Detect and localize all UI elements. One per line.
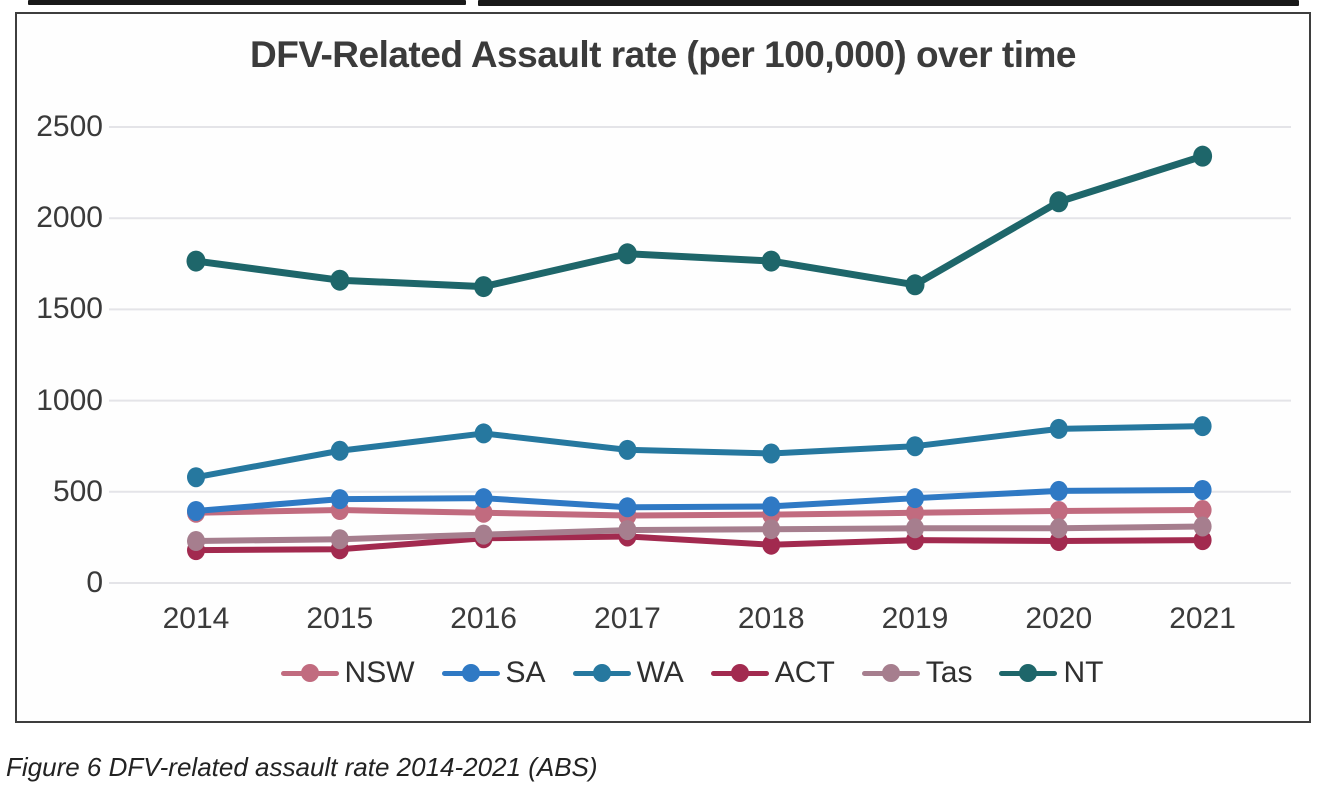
legend-item-SA: SA [441, 654, 546, 692]
data-point-NSW [474, 502, 493, 523]
data-point-SA [1049, 480, 1068, 501]
data-point-Tas [762, 519, 781, 540]
scan-artifact-top-right [478, 0, 1299, 6]
legend-dot-icon [300, 664, 319, 682]
series-line-NSW [193, 507, 1206, 519]
legend-item-WA: WA [572, 654, 684, 692]
data-point-WA [1049, 418, 1068, 439]
legend-item-NT: NT [999, 654, 1103, 692]
data-point-WA [1193, 416, 1212, 437]
data-point-NSW [1193, 500, 1212, 521]
data-point-WA [474, 423, 493, 444]
legend-label: NT [1063, 656, 1104, 689]
series-line-SA [193, 486, 1206, 514]
legend-item-NSW: NSW [280, 654, 415, 692]
legend-label: SA [505, 656, 546, 689]
x-tick-label: 2017 [594, 602, 661, 635]
legend-label: ACT [774, 656, 835, 689]
data-point-WA [187, 467, 205, 488]
data-point-Tas [187, 531, 205, 552]
chart-title: DFV-Related Assault rate (per 100,000) o… [250, 34, 1076, 75]
x-tick-label: 2016 [450, 602, 517, 635]
series-line-WA [193, 423, 1206, 481]
data-point-WA [762, 443, 781, 464]
y-tick-label: 2500 [36, 110, 103, 143]
data-point-Tas [474, 524, 493, 545]
data-point-NT [330, 269, 350, 291]
data-point-SA [762, 496, 781, 517]
chart-container: DFV-Related Assault rate (per 100,000) o… [15, 12, 1311, 723]
legend-label: NSW [344, 656, 415, 689]
series-line-NT [192, 152, 1207, 291]
legend-dot-icon [592, 664, 611, 682]
legend-marker-icon [572, 663, 631, 683]
legend-label: WA [636, 656, 684, 689]
x-tick-label: 2021 [1169, 602, 1236, 635]
scan-artifact-top-left [28, 0, 466, 5]
data-point-NT [186, 250, 206, 272]
data-point-NSW [906, 502, 924, 523]
y-tick-label: 1500 [36, 292, 103, 326]
legend-item-ACT: ACT [710, 654, 835, 692]
data-point-NSW [1049, 500, 1068, 521]
chart-legend: NSW SA WA ACT Tas NT [17, 654, 1309, 692]
legend-marker-icon [441, 663, 500, 683]
x-tick-label: 2018 [737, 602, 805, 635]
data-point-Tas [1049, 518, 1068, 539]
y-tick-label: 2000 [36, 201, 103, 235]
data-point-SA [906, 488, 924, 509]
line-chart-plot [109, 126, 1291, 584]
data-point-WA [906, 436, 924, 457]
legend-dot-icon [730, 664, 749, 682]
x-tick-label: 2014 [162, 602, 230, 635]
data-point-WA [618, 439, 637, 460]
legend-marker-icon [710, 663, 769, 683]
data-point-SA [474, 488, 493, 509]
series-line-ACT [193, 533, 1206, 554]
x-tick-label: 2019 [881, 602, 949, 635]
legend-item-Tas: Tas [861, 654, 973, 692]
y-tick-label: 500 [52, 474, 103, 508]
data-point-NT [761, 250, 781, 272]
y-tick-label: 0 [86, 566, 103, 599]
y-tick-label: 1000 [36, 383, 103, 417]
legend-dot-icon [1019, 664, 1038, 682]
data-point-NT [474, 276, 494, 298]
data-point-SA [330, 489, 349, 510]
legend-marker-icon [861, 663, 920, 683]
legend-label: Tas [925, 656, 973, 689]
data-point-Tas [906, 518, 924, 539]
legend-marker-icon [280, 663, 339, 683]
data-point-NT [617, 243, 637, 265]
x-tick-label: 2015 [306, 602, 374, 635]
figure-caption: Figure 6 DFV-related assault rate 2014-2… [6, 752, 598, 782]
legend-marker-icon [999, 663, 1058, 683]
data-point-ACT [762, 534, 781, 555]
data-point-Tas [618, 520, 637, 541]
legend-dot-icon [461, 664, 480, 682]
x-tick-label: 2020 [1025, 602, 1093, 635]
legend-dot-icon [881, 664, 900, 682]
data-point-SA [1193, 479, 1212, 500]
data-point-ACT [1193, 530, 1212, 551]
data-point-Tas [1193, 516, 1212, 537]
data-point-NT [1049, 191, 1069, 213]
data-point-SA [187, 500, 205, 521]
data-point-NT [1193, 145, 1213, 167]
data-point-Tas [330, 529, 349, 550]
data-point-WA [330, 440, 349, 461]
data-point-NT [905, 274, 925, 296]
data-point-SA [618, 497, 637, 518]
series-line-Tas [193, 523, 1206, 545]
